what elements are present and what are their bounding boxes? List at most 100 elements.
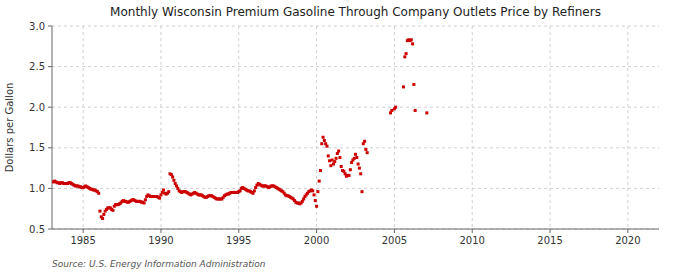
- x-tick: [160, 229, 161, 233]
- point: [357, 163, 360, 166]
- point: [340, 165, 343, 168]
- point: [320, 142, 323, 145]
- point: [363, 140, 366, 143]
- point: [338, 156, 341, 159]
- grid-line-y: [52, 66, 659, 67]
- point: [366, 151, 369, 154]
- point: [411, 42, 414, 45]
- x-axis-line: [52, 229, 659, 230]
- y-tick-label: 1.0: [29, 183, 45, 194]
- y-axis-line: [52, 26, 53, 229]
- point: [111, 209, 114, 212]
- point: [403, 55, 406, 58]
- point: [414, 109, 417, 112]
- title: Monthly Wisconsin Premium Gasoline Throu…: [110, 5, 601, 19]
- y-axis-label: Dollars per Gallon: [4, 83, 15, 173]
- x-tick: [83, 229, 84, 233]
- x-tick-label: 2000: [304, 235, 329, 246]
- grid: [52, 26, 659, 229]
- y-tick: [48, 107, 52, 108]
- y-tick: [48, 66, 52, 67]
- x-tick-label: 2005: [382, 235, 407, 246]
- chart-container: 198519901995200020052010201520200.51.01.…: [0, 0, 675, 275]
- point: [331, 158, 334, 161]
- point: [171, 176, 174, 179]
- point: [329, 164, 332, 167]
- point: [337, 150, 340, 153]
- point: [405, 52, 408, 55]
- point: [328, 159, 331, 162]
- grid-line-x: [472, 26, 473, 229]
- y-tick: [48, 147, 52, 148]
- x-tick: [394, 229, 395, 233]
- point: [322, 136, 325, 139]
- grid-line-y: [52, 107, 659, 108]
- point: [390, 109, 393, 112]
- x-tick: [550, 229, 551, 233]
- axes: 198519901995200020052010201520200.51.01.…: [29, 21, 659, 247]
- point: [311, 189, 314, 192]
- grid-line-x: [316, 26, 317, 229]
- point: [319, 169, 322, 172]
- point: [358, 167, 361, 170]
- point: [314, 199, 317, 202]
- y-tick: [48, 188, 52, 189]
- point: [325, 145, 328, 148]
- point: [172, 179, 175, 182]
- point: [98, 210, 101, 213]
- point: [359, 172, 362, 175]
- point: [143, 202, 146, 205]
- grid-line-x: [83, 26, 84, 229]
- point: [323, 139, 326, 142]
- point: [410, 38, 413, 41]
- point: [353, 157, 356, 160]
- grid-line-x: [394, 26, 395, 229]
- point: [102, 213, 105, 216]
- x-tick-label: 2010: [460, 235, 485, 246]
- point: [394, 106, 397, 109]
- point: [167, 190, 170, 193]
- point: [360, 190, 363, 193]
- x-tick-label: 2015: [537, 235, 562, 246]
- point: [335, 157, 338, 160]
- grid-line-y: [52, 26, 659, 27]
- point: [364, 148, 367, 151]
- y-tick: [48, 229, 52, 230]
- x-tick-label: 1990: [148, 235, 173, 246]
- point: [355, 156, 358, 159]
- point: [402, 85, 405, 88]
- grid-line-x: [238, 26, 239, 229]
- grid-line-y: [52, 147, 659, 148]
- point: [333, 160, 336, 163]
- grid-line-x: [627, 26, 628, 229]
- chart: 198519901995200020052010201520200.51.01.…: [0, 0, 675, 275]
- x-tick-label: 1985: [70, 235, 95, 246]
- point: [312, 193, 315, 196]
- x-tick: [472, 229, 473, 233]
- point: [162, 189, 165, 192]
- y-tick-label: 3.0: [29, 21, 45, 32]
- annotation: Source: U.S. Energy Information Administ…: [52, 259, 266, 269]
- grid-line-y: [52, 229, 659, 230]
- point: [349, 168, 352, 171]
- y-tick-label: 1.5: [29, 142, 45, 153]
- y-tick-label: 2.5: [29, 61, 45, 72]
- point: [315, 205, 318, 208]
- point: [327, 154, 330, 157]
- point: [412, 83, 415, 86]
- grid-line-y: [52, 188, 659, 189]
- grid-line-x: [550, 26, 551, 229]
- point: [318, 180, 321, 183]
- point: [144, 198, 147, 201]
- point: [253, 189, 256, 192]
- x-tick: [316, 229, 317, 233]
- points: [52, 38, 428, 220]
- point: [101, 217, 104, 220]
- point: [425, 111, 428, 114]
- x-tick: [238, 229, 239, 233]
- point: [158, 197, 161, 200]
- y-tick: [48, 26, 52, 27]
- point: [316, 190, 319, 193]
- x-tick: [627, 229, 628, 233]
- point: [97, 192, 100, 195]
